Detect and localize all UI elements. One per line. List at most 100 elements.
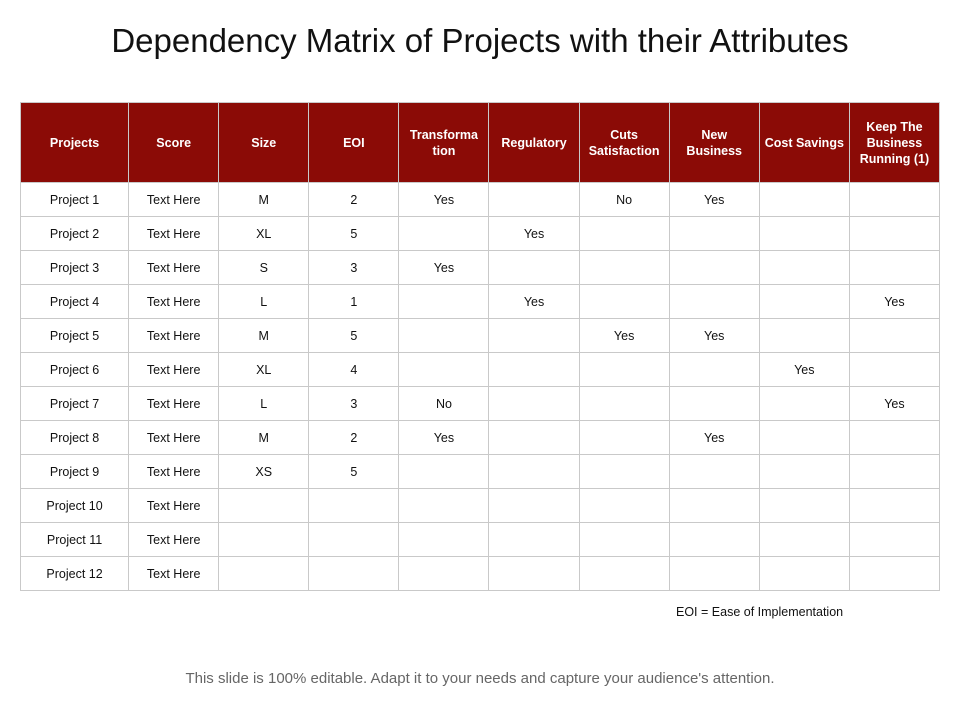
table-cell bbox=[488, 420, 580, 455]
column-header-1: Score bbox=[128, 102, 220, 183]
table-cell: Text Here bbox=[128, 284, 220, 319]
table-cell: Project 6 bbox=[19, 352, 130, 387]
table-cell: Text Here bbox=[128, 454, 220, 489]
table-cell: Yes bbox=[488, 216, 580, 251]
table-cell: No bbox=[578, 182, 670, 217]
table-cell: 4 bbox=[308, 352, 400, 387]
table-cell: Text Here bbox=[128, 522, 220, 557]
table-row: Project 7 Text Here L 3 No Yes bbox=[19, 386, 941, 421]
table-cell bbox=[848, 250, 941, 285]
table-row: Project 12 Text Here bbox=[19, 556, 941, 591]
table-cell: Text Here bbox=[128, 352, 220, 387]
table-cell bbox=[398, 556, 490, 591]
table-row: Project 6 Text Here XL 4 Yes bbox=[19, 352, 941, 387]
table-row: Project 1 Text Here M 2 Yes No Yes bbox=[19, 182, 941, 217]
table-cell bbox=[578, 556, 670, 591]
table-cell: Yes bbox=[398, 420, 490, 455]
table-cell bbox=[758, 454, 850, 489]
table-cell: Yes bbox=[848, 386, 941, 421]
table-cell bbox=[758, 556, 850, 591]
table-cell: Text Here bbox=[128, 488, 220, 523]
table-cell bbox=[488, 352, 580, 387]
column-header-8: Cost Savings bbox=[758, 102, 850, 183]
column-header-9: Keep The Business Running (1) bbox=[848, 102, 941, 183]
table-cell bbox=[488, 386, 580, 421]
table-cell bbox=[578, 250, 670, 285]
table-cell bbox=[668, 556, 760, 591]
table-cell bbox=[488, 556, 580, 591]
table-cell bbox=[848, 522, 941, 557]
table-cell: Project 3 bbox=[19, 250, 130, 285]
table-cell bbox=[848, 318, 941, 353]
table-cell bbox=[218, 522, 310, 557]
table-cell: XL bbox=[218, 216, 310, 251]
table-cell: Yes bbox=[668, 182, 760, 217]
table-cell bbox=[578, 488, 670, 523]
table-cell: Project 10 bbox=[19, 488, 130, 523]
table-cell bbox=[488, 454, 580, 489]
table-cell: 5 bbox=[308, 454, 400, 489]
table-cell: Yes bbox=[578, 318, 670, 353]
table-cell: L bbox=[218, 284, 310, 319]
table-cell bbox=[848, 454, 941, 489]
table-cell bbox=[758, 420, 850, 455]
table-cell: Yes bbox=[758, 352, 850, 387]
table-cell: XS bbox=[218, 454, 310, 489]
table-cell bbox=[668, 352, 760, 387]
table-cell bbox=[218, 488, 310, 523]
table-row: Project 9 Text Here XS 5 bbox=[19, 454, 941, 489]
table-cell bbox=[758, 216, 850, 251]
table-cell: Yes bbox=[488, 284, 580, 319]
table-cell: 2 bbox=[308, 420, 400, 455]
table-cell bbox=[398, 488, 490, 523]
table-cell: M bbox=[218, 420, 310, 455]
table-cell: Project 7 bbox=[19, 386, 130, 421]
table-cell: M bbox=[218, 182, 310, 217]
column-header-0: Projects bbox=[19, 102, 130, 183]
column-header-5: Regulatory bbox=[488, 102, 580, 183]
table-row: Project 11 Text Here bbox=[19, 522, 941, 557]
table-cell bbox=[578, 216, 670, 251]
table-cell bbox=[308, 488, 400, 523]
table-cell bbox=[848, 182, 941, 217]
column-header-4: Transforma tion bbox=[398, 102, 490, 183]
table-cell: Project 4 bbox=[19, 284, 130, 319]
table-cell: 3 bbox=[308, 250, 400, 285]
table-row: Project 10 Text Here bbox=[19, 488, 941, 523]
table-cell bbox=[398, 454, 490, 489]
table-cell: L bbox=[218, 386, 310, 421]
table-cell: Yes bbox=[668, 318, 760, 353]
table-cell: Project 11 bbox=[19, 522, 130, 557]
table-cell bbox=[758, 522, 850, 557]
table-cell bbox=[758, 488, 850, 523]
table-cell bbox=[848, 420, 941, 455]
table-cell bbox=[668, 488, 760, 523]
table-cell bbox=[578, 522, 670, 557]
table-cell bbox=[758, 182, 850, 217]
table-cell bbox=[848, 352, 941, 387]
table-cell bbox=[578, 284, 670, 319]
table-cell bbox=[488, 182, 580, 217]
table-cell bbox=[578, 420, 670, 455]
table-cell: Project 12 bbox=[19, 556, 130, 591]
table-row: Project 2 Text Here XL 5 Yes bbox=[19, 216, 941, 251]
dependency-matrix-table: Projects Score Size EOI Transforma tion Regul… bbox=[19, 102, 941, 591]
table-cell: Yes bbox=[398, 182, 490, 217]
column-header-6: Cuts Satisfaction bbox=[578, 102, 670, 183]
table-cell bbox=[398, 284, 490, 319]
table-cell bbox=[578, 352, 670, 387]
table-cell: Project 9 bbox=[19, 454, 130, 489]
table-cell bbox=[308, 556, 400, 591]
table-cell bbox=[758, 386, 850, 421]
table-cell bbox=[668, 216, 760, 251]
table-cell bbox=[398, 216, 490, 251]
table-cell bbox=[848, 556, 941, 591]
table-cell: Yes bbox=[848, 284, 941, 319]
table-cell: 1 bbox=[308, 284, 400, 319]
table-cell bbox=[218, 556, 310, 591]
table-cell bbox=[758, 250, 850, 285]
column-header-7: New Business bbox=[668, 102, 760, 183]
table-cell bbox=[308, 522, 400, 557]
table-cell bbox=[848, 216, 941, 251]
